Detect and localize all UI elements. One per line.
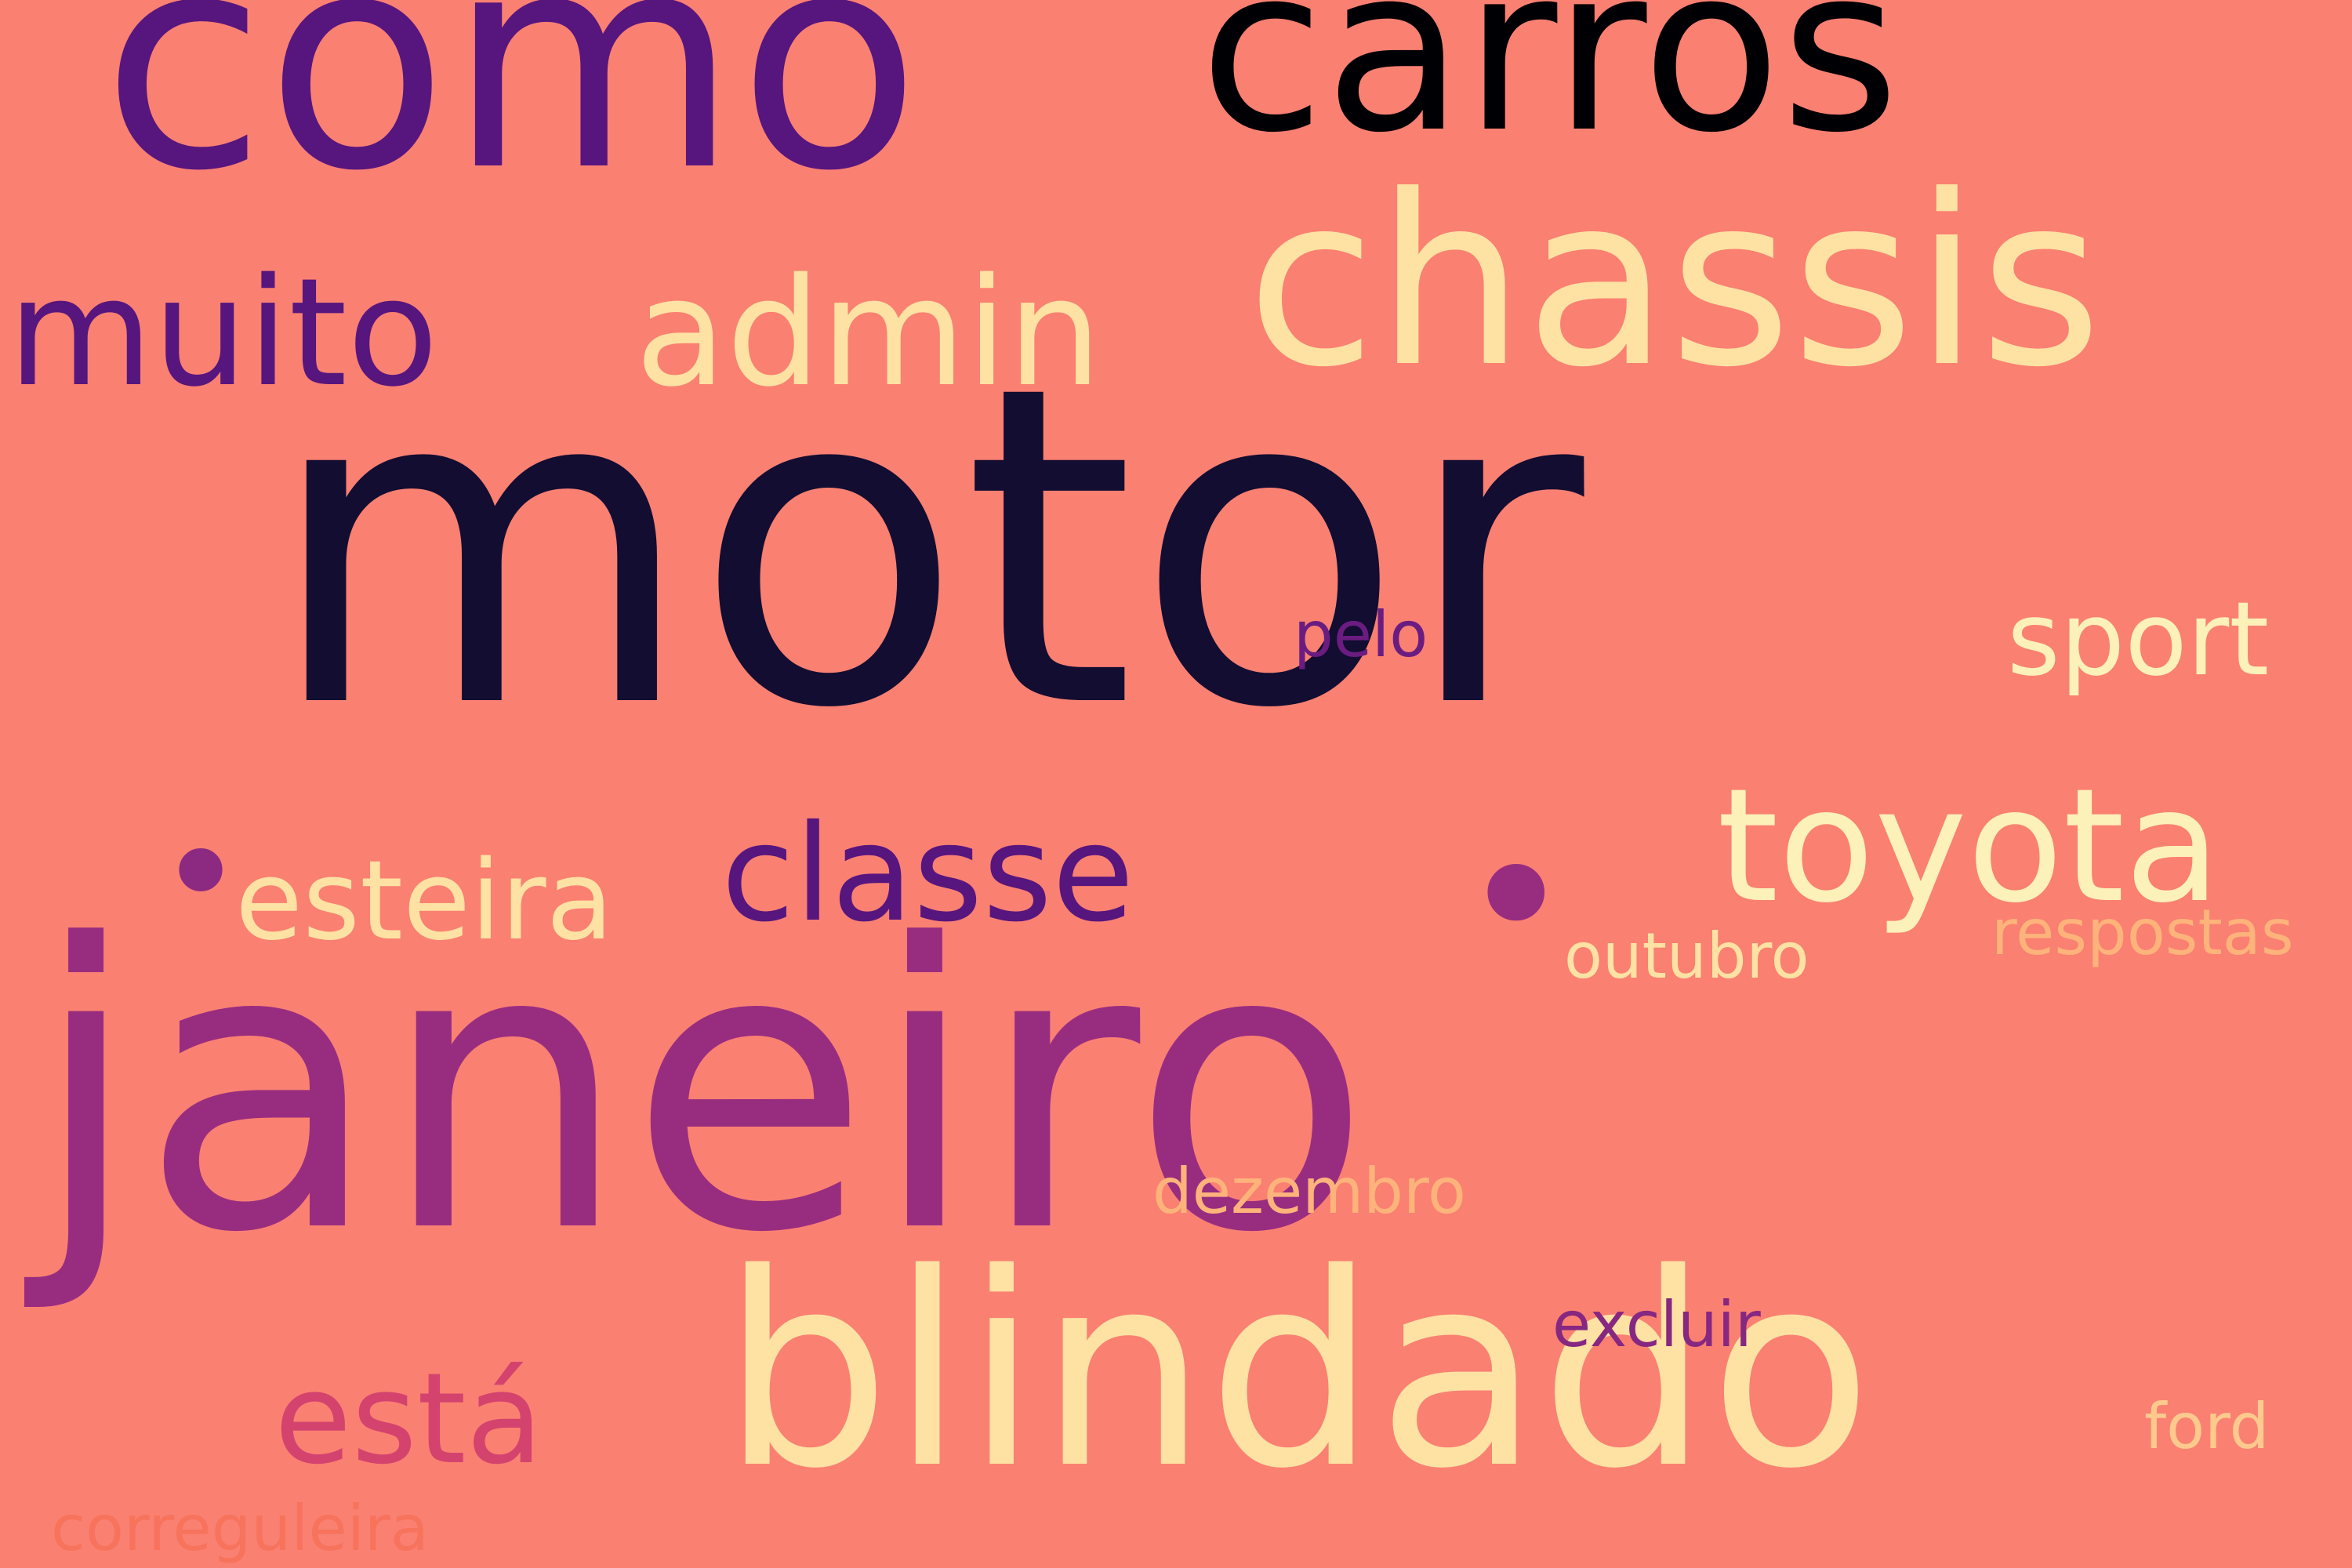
word-está: está [274, 1356, 543, 1482]
word-chassis: chassis [1247, 165, 2102, 400]
word-admin: admin [635, 259, 1102, 408]
word-blindado: blindado [721, 1239, 1872, 1505]
word-ford: ford [2144, 1396, 2269, 1458]
word-muito: muito [8, 259, 438, 408]
word-outubro: outubro [1564, 925, 1809, 988]
word-carros: carros [1200, 0, 1900, 165]
word-dot2: • [1458, 800, 1573, 996]
word-sport: sport [2007, 588, 2269, 690]
word-classe: classe [721, 808, 1134, 941]
word-dezembro: dezembro [1152, 1160, 1466, 1223]
word-respostas: respostas [1991, 902, 2294, 964]
word-correguleira: correguleira [51, 1497, 429, 1560]
word-pelo: pelo [1294, 604, 1428, 666]
word-dot1: • [157, 800, 245, 949]
word-como: como [102, 0, 920, 212]
word-excluir: excluir [1552, 1294, 1761, 1356]
word-esteira: esteira [235, 847, 613, 956]
